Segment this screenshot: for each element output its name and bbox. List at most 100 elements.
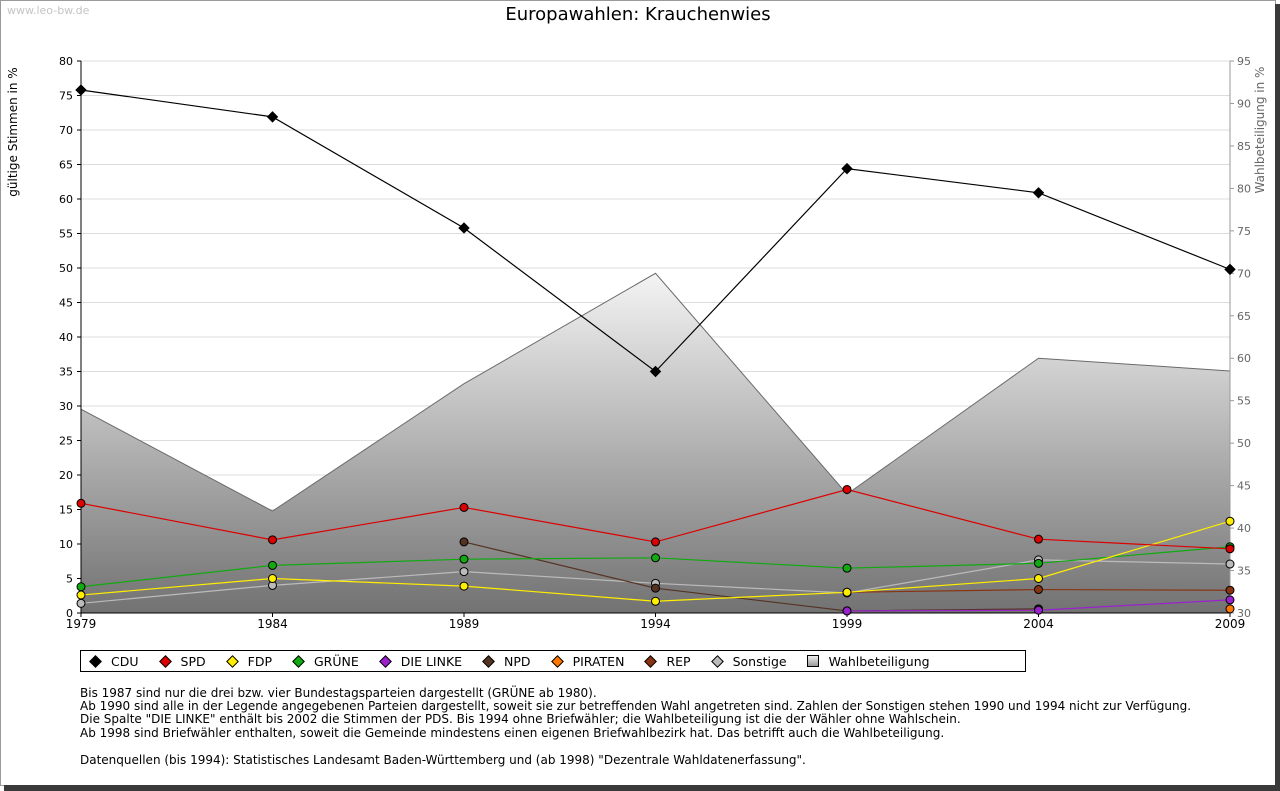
- legend-item: CDU: [89, 654, 139, 669]
- y-tick-label: 80: [59, 55, 73, 68]
- x-tick-label: 1979: [66, 617, 97, 631]
- y-tick-label: 5: [66, 573, 73, 586]
- note-line: Die Spalte "DIE LINKE" enthält bis 2002 …: [80, 712, 961, 727]
- data-point-cdu: [841, 162, 853, 175]
- data-point-spd: [842, 484, 852, 494]
- legend-label: DIE LINKE: [400, 653, 463, 669]
- y2-tick-label: 40: [1237, 522, 1251, 535]
- legend-marker: [225, 655, 239, 668]
- legend-label: REP: [666, 653, 691, 669]
- data-point-grüne: [842, 563, 852, 573]
- legend-marker: [89, 655, 102, 668]
- legend-item: SPD: [158, 653, 206, 669]
- y-tick-label: 30: [59, 400, 73, 413]
- notes: Bis 1987 sind nur die drei bzw. vier Bun…: [80, 686, 1192, 740]
- data-point-fdp: [1034, 574, 1043, 583]
- legend-marker: [292, 655, 305, 668]
- y2-tick-label: 35: [1237, 565, 1251, 578]
- series-lines: [75, 84, 1236, 616]
- legend-item: GRÜNE: [292, 654, 359, 669]
- y-tick-label: 0: [66, 607, 73, 620]
- data-point-spd: [76, 498, 86, 508]
- y2-tick-label: 70: [1237, 267, 1251, 280]
- legend-marker: [550, 655, 564, 668]
- data-point-grüne: [459, 554, 469, 564]
- data-point-cdu: [1224, 263, 1236, 276]
- x-tick-label: 1989: [449, 617, 480, 631]
- data-point-spd: [1034, 534, 1043, 544]
- legend-label: SPD: [180, 653, 206, 669]
- x-tick-label: 1999: [832, 617, 863, 631]
- y-tick-label: 10: [59, 538, 73, 551]
- y-tick-label: 45: [59, 297, 73, 310]
- watermark: www.leo-bw.de: [7, 4, 90, 17]
- data-point-cdu: [75, 84, 87, 96]
- legend-marker: [710, 655, 724, 668]
- turnout-line: [80, 272, 1231, 512]
- legend-label: NPD: [504, 653, 531, 669]
- frame-shadow-right: [1275, 4, 1280, 789]
- series-line-npd: [463, 541, 1039, 612]
- y2-tick-label: 65: [1237, 310, 1251, 323]
- y2-tick-label: 55: [1237, 395, 1251, 408]
- note-line: Ab 1990 sind alle in der Legende angegeb…: [80, 699, 1192, 714]
- legend-item: DIE LINKE: [378, 653, 463, 669]
- note-line: Bis 1987 sind nur die drei bzw. vier Bun…: [80, 686, 597, 700]
- y2-tick-label: 30: [1237, 607, 1251, 620]
- legend-marker: [644, 655, 658, 668]
- chart-plot: 0 5 10 15 20 25 30 35 40 45 50 55 60 65 70 75 80 30 35 40 45…: [6, 55, 1267, 631]
- y-tick-label: 50: [59, 262, 73, 275]
- data-point-npd: [651, 583, 660, 593]
- x-tick-label: 1984: [257, 617, 288, 631]
- data-point-fdp: [651, 596, 660, 606]
- y2-tick-label: 50: [1237, 437, 1251, 450]
- data-point-npd: [459, 537, 469, 547]
- legend-marker: [806, 655, 819, 667]
- y2-tick-label: 45: [1237, 480, 1251, 493]
- legend-marker: [378, 655, 392, 668]
- data-point-fdp: [1225, 516, 1235, 526]
- data-point-die-linke: [1225, 595, 1235, 605]
- turnout-area: [80, 272, 1231, 613]
- data-source: Datenquellen (bis 1994): Statistisches L…: [80, 753, 806, 767]
- legend-marker: [482, 655, 495, 668]
- legend-item: Wahlbeteiligung: [806, 653, 930, 669]
- y-tick-label: 35: [59, 366, 73, 379]
- data-point-fdp: [459, 581, 469, 591]
- y2-tick-label: 85: [1237, 140, 1251, 153]
- y2-tick-label: 90: [1237, 97, 1251, 110]
- data-point-spd: [1225, 544, 1235, 554]
- data-point-spd: [651, 537, 660, 547]
- y-tick-label: 40: [59, 331, 73, 344]
- legend-item: NPD: [482, 654, 531, 669]
- legend-label: CDU: [111, 653, 139, 669]
- legend-label: Wahlbeteiligung: [828, 653, 930, 669]
- legend-item: REP: [644, 653, 691, 669]
- x-tick-label: 2004: [1023, 617, 1054, 631]
- data-point-rep: [1034, 585, 1043, 595]
- legend-item: FDP: [225, 653, 272, 669]
- y-axis-title: gültige Stimmen in %: [6, 67, 20, 196]
- legend-label: FDP: [247, 653, 272, 669]
- note-line: Ab 1998 sind Briefwähler enthalten, sowe…: [80, 725, 945, 740]
- x-tick-label: 1994: [640, 617, 671, 631]
- y-tick-label: 25: [59, 435, 73, 448]
- data-point-fdp: [76, 590, 86, 600]
- y-tick-label: 15: [59, 504, 73, 517]
- frame-shadow-bottom: [4, 785, 1280, 791]
- legend: CDU SPD FDP GRÜNE DIE LINKE NPD PIRATEN REP Sons…: [80, 650, 1026, 672]
- y-tick-label: 55: [59, 228, 73, 241]
- data-point-cdu: [1032, 187, 1045, 199]
- data-point-cdu: [458, 222, 470, 234]
- y-tick-label: 60: [59, 193, 73, 206]
- legend-item: Sonstige: [710, 653, 787, 669]
- legend-label: PIRATEN: [572, 653, 625, 669]
- data-point-sonstige: [76, 598, 86, 608]
- legend-item: PIRATEN: [550, 653, 625, 669]
- y2-tick-label: 80: [1237, 182, 1251, 195]
- data-point-die-linke: [842, 606, 852, 616]
- data-point-sonstige: [1225, 559, 1235, 569]
- data-point-grüne: [1034, 558, 1043, 568]
- y2-axis-title: Wahlbeteiligung in %: [1253, 67, 1267, 194]
- legend-label: Sonstige: [732, 653, 787, 669]
